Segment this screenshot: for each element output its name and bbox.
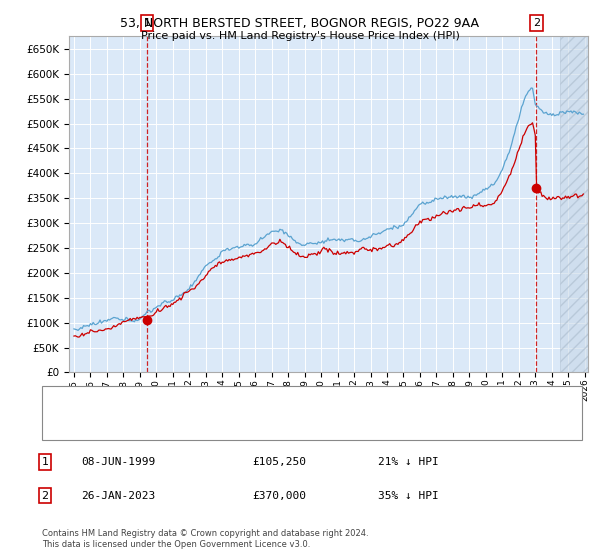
Text: Contains HM Land Registry data © Crown copyright and database right 2024.
This d: Contains HM Land Registry data © Crown c… bbox=[42, 529, 368, 549]
Text: 21% ↓ HPI: 21% ↓ HPI bbox=[378, 457, 439, 467]
Text: 35% ↓ HPI: 35% ↓ HPI bbox=[378, 491, 439, 501]
Bar bbox=[560, 36, 600, 372]
Text: 26-JAN-2023: 26-JAN-2023 bbox=[81, 491, 155, 501]
Text: 1: 1 bbox=[143, 18, 151, 28]
Bar bbox=[560, 36, 596, 372]
FancyBboxPatch shape bbox=[42, 386, 582, 440]
Text: 2: 2 bbox=[533, 18, 540, 28]
Text: 2: 2 bbox=[41, 491, 49, 501]
Text: 53, NORTH BERSTED STREET, BOGNOR REGIS, PO22 9AA: 53, NORTH BERSTED STREET, BOGNOR REGIS, … bbox=[121, 17, 479, 30]
Text: 1: 1 bbox=[41, 457, 49, 467]
Text: Price paid vs. HM Land Registry's House Price Index (HPI): Price paid vs. HM Land Registry's House … bbox=[140, 31, 460, 41]
Text: £105,250: £105,250 bbox=[252, 457, 306, 467]
Text: £370,000: £370,000 bbox=[252, 491, 306, 501]
Text: 08-JUN-1999: 08-JUN-1999 bbox=[81, 457, 155, 467]
Text: 53, NORTH BERSTED STREET, BOGNOR REGIS, PO22 9AA (detached house): 53, NORTH BERSTED STREET, BOGNOR REGIS, … bbox=[94, 396, 500, 406]
Text: HPI: Average price, detached house, Arun: HPI: Average price, detached house, Arun bbox=[94, 420, 343, 430]
